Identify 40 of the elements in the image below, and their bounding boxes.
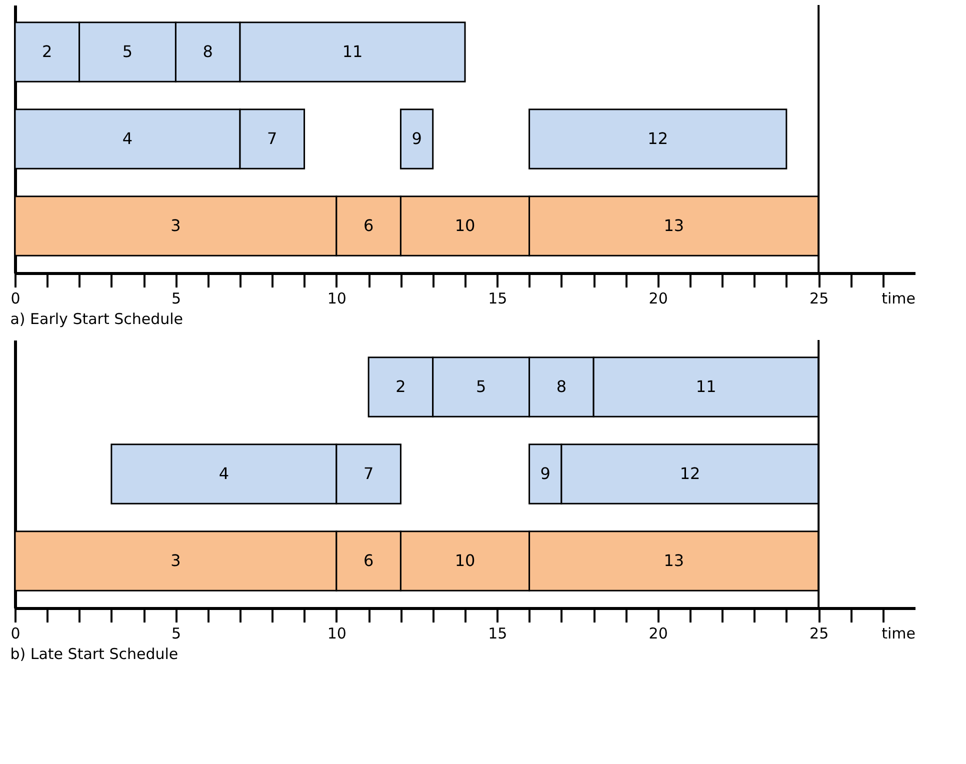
series-label: 2 — [42, 42, 52, 61]
series-label: 3 — [170, 216, 181, 236]
x-tick-label: 20 — [648, 290, 668, 308]
series-label: 2 — [396, 376, 406, 396]
series-label: 9 — [412, 129, 422, 148]
series-label: 5 — [122, 42, 133, 61]
x-tick-label: 15 — [488, 624, 508, 642]
series-label: 6 — [363, 551, 374, 570]
series-label: 5 — [476, 376, 486, 396]
text: b) Late Start Schedule — [10, 645, 178, 663]
x-tick-label: 0 — [10, 624, 20, 642]
series-label: 3 — [170, 551, 181, 570]
series-label: 8 — [556, 376, 567, 396]
series-label: 4 — [122, 129, 133, 148]
series-label: 6 — [363, 216, 374, 236]
x-tick-label: 0 — [10, 290, 20, 308]
series-label: 11 — [696, 376, 716, 396]
x-axis-title: time — [882, 624, 916, 642]
x-tick-label: 5 — [171, 290, 181, 308]
x-tick-label: 10 — [327, 624, 346, 642]
series-label: 13 — [664, 216, 684, 236]
text: a) Early Start Schedule — [10, 310, 184, 328]
x-tick-label: 25 — [810, 624, 829, 642]
x-tick-label: 15 — [488, 290, 508, 308]
series-label: 8 — [202, 42, 213, 61]
x-tick-label: 25 — [810, 290, 829, 308]
series-label: 12 — [680, 464, 700, 483]
series-label: 7 — [267, 129, 278, 148]
series-label: 11 — [342, 42, 363, 61]
series-label: 4 — [218, 464, 230, 483]
series-label: 10 — [454, 216, 476, 236]
x-tick-label: 20 — [648, 624, 668, 642]
series-label: 10 — [454, 551, 476, 570]
x-tick-label: 10 — [327, 290, 346, 308]
series-label: 9 — [540, 464, 550, 483]
series-label: 12 — [648, 129, 668, 148]
series-label: 13 — [664, 551, 684, 570]
x-tick-label: 5 — [171, 624, 181, 642]
series-label: 7 — [363, 464, 374, 483]
x-axis-title: time — [882, 290, 916, 308]
